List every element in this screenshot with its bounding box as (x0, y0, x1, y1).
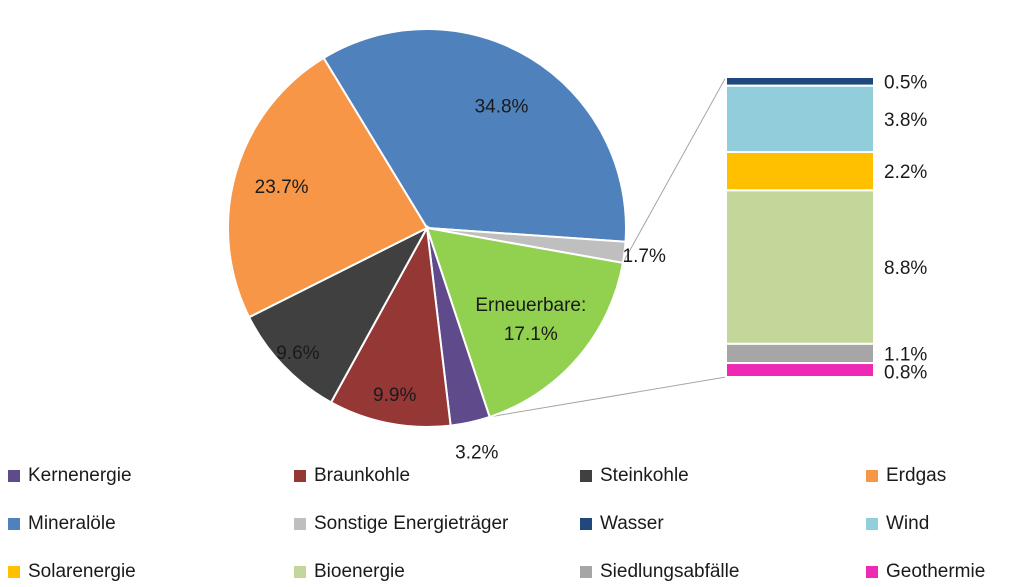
legend-item-sonstige-energietraeger: Sonstige Energieträger (294, 509, 508, 539)
legend-swatch (866, 470, 878, 482)
legend-item-solarenergie: Solarenergie (8, 557, 136, 587)
pie-label-erneuerbare: Erneuerbare: 17.1% (475, 295, 586, 345)
pie-label-steinkohle: 9.6% (276, 343, 319, 364)
bar-label-wasser: 0.5% (884, 72, 927, 93)
legend-label: Steinkohle (600, 465, 689, 486)
legend-item-erdgas: Erdgas (866, 461, 946, 491)
legend-item-steinkohle: Steinkohle (580, 461, 689, 491)
pie-label-erdgas: 23.7% (255, 177, 309, 198)
legend-label: Sonstige Energieträger (314, 513, 509, 534)
connector-line-top (622, 76, 727, 264)
legend-label: Wasser (600, 513, 664, 534)
legend-label: Solarenergie (28, 561, 136, 582)
bar-segment-wasser (725, 76, 875, 87)
legend-item-braunkohle: Braunkohle (294, 461, 410, 491)
connector-lines (489, 76, 727, 418)
legend-swatch (866, 566, 878, 578)
legend-label: Wind (886, 513, 930, 534)
pie-slice-erneuerbare (425, 226, 625, 419)
pie-label-sonstige-energietraeger: 1.7% (623, 246, 666, 267)
legend-swatch (294, 566, 306, 578)
legend-item-mineraloele: Mineralöle (8, 509, 116, 539)
legend-swatch (294, 518, 306, 530)
legend-item-wind: Wind (866, 509, 929, 539)
bar-segment-wind (725, 84, 875, 153)
pie-labels: 34.8% 1.7% Erneuerbare: 17.1% 3.2% 9.9% 9.6% 23… (255, 97, 666, 460)
legend-swatch (294, 470, 306, 482)
legend-label: Mineralöle (28, 513, 116, 534)
legend-swatch (8, 470, 20, 482)
legend-item-bioenergie: Bioenergie (294, 557, 405, 587)
legend-swatch (580, 566, 592, 578)
legend: Kernenergie Braunkohle Steinkohle Erdgas Min… (0, 458, 1017, 586)
stacked-bar (725, 76, 875, 378)
legend-label: Bioenergie (314, 561, 405, 582)
legend-label: Geothermie (886, 561, 986, 582)
legend-label: Braunkohle (314, 465, 411, 486)
pie-label-braunkohle: 9.9% (373, 385, 416, 406)
legend-swatch (580, 518, 592, 530)
pie-label-mineraloele: 34.8% (475, 97, 529, 118)
bar-labels: 0.5% 3.8% 2.2% 8.8% 1.1%0.8% (884, 72, 927, 383)
legend-item-wasser: Wasser (580, 509, 664, 539)
energy-chart: 34.8% 1.7% Erneuerbare: 17.1% 3.2% 9.9% 9.6% 23… (226, 28, 927, 460)
bar-label-wind: 3.8% (884, 110, 927, 131)
legend-label: Kernenergie (28, 465, 132, 486)
legend-item-siedlungsabfaelle: Siedlungsabfälle (580, 557, 739, 587)
legend-swatch (8, 518, 20, 530)
pie-slice-mineraloele (322, 28, 627, 243)
legend-swatch (866, 518, 878, 530)
legend-label: Erdgas (886, 465, 947, 486)
bar-segment-bioenergie (725, 189, 875, 345)
bar-segment-solarenergie (725, 151, 875, 192)
pie-slice-erdgas (226, 56, 429, 319)
legend-swatch (8, 566, 20, 578)
bar-segment-geothermie (725, 362, 875, 378)
pie-slice-steinkohle (247, 225, 430, 404)
bar-segment-siedlungsabfaelle (725, 342, 875, 365)
legend-label: Siedlungsabfälle (600, 561, 740, 582)
pie-slice-braunkohle (329, 224, 452, 428)
pie-chart (226, 28, 627, 428)
bar-label-siedlungsabfaelle: 1.1% (884, 345, 927, 366)
bar-label-bioenergie: 8.8% (884, 258, 927, 279)
legend-item-kernenergie: Kernenergie (8, 461, 132, 491)
legend-swatch (580, 470, 592, 482)
bar-label-solarenergie: 2.2% (884, 162, 927, 183)
connector-line-bottom (489, 376, 727, 418)
bar-label-geothermie: 0.8% (884, 363, 927, 384)
pie-label-kernenergie: 3.2% (455, 442, 498, 460)
legend-item-geothermie: Geothermie (866, 557, 985, 587)
